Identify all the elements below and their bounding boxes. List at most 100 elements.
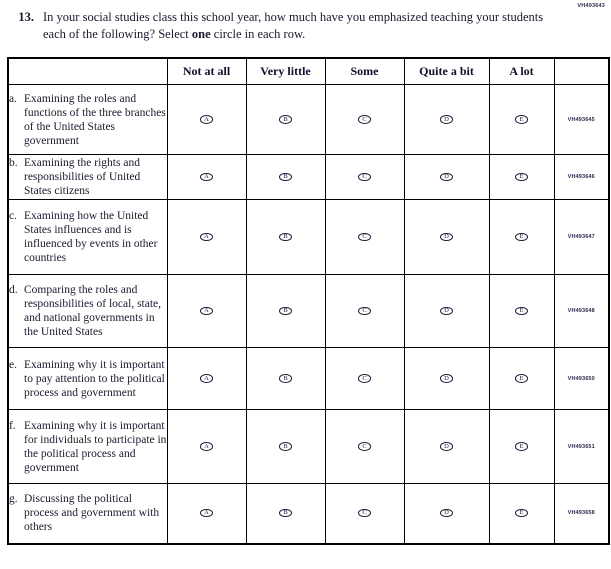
answer-bubble[interactable]: B xyxy=(279,374,292,383)
bubble-cell[interactable]: D xyxy=(403,154,490,200)
question-text: In your social studies class this school… xyxy=(43,9,548,42)
item-label: Examining why it is important for indivi… xyxy=(24,419,167,474)
bubble-letter: C xyxy=(362,374,367,382)
answer-bubble[interactable]: C xyxy=(358,306,371,315)
answer-bubble[interactable]: D xyxy=(440,115,453,124)
answer-bubble[interactable]: E xyxy=(515,442,528,451)
matrix-header: Not at all Very little Some Quite a bit … xyxy=(7,57,610,85)
answer-bubble[interactable]: D xyxy=(440,442,453,451)
item-letter: a. xyxy=(9,92,17,105)
bubble-cell[interactable]: C xyxy=(324,84,405,155)
bubble-cell[interactable]: A xyxy=(166,483,247,544)
bubble-cell[interactable]: E xyxy=(488,84,555,155)
bubble-letter: C xyxy=(362,509,367,517)
bubble-cell[interactable]: A xyxy=(166,347,247,410)
answer-bubble[interactable]: B xyxy=(279,172,292,181)
bubble-cell[interactable]: C xyxy=(324,409,405,484)
answer-bubble[interactable]: C xyxy=(358,172,371,181)
answer-bubble[interactable]: A xyxy=(200,115,213,124)
bubble-cell[interactable]: A xyxy=(166,84,247,155)
bubble-cell[interactable]: A xyxy=(166,409,247,484)
bubble-letter: C xyxy=(362,307,367,314)
bubble-cell[interactable]: C xyxy=(324,347,405,410)
bubble-cell[interactable]: E xyxy=(488,347,555,410)
item-inner: f. Examining why it is important for indi… xyxy=(9,419,167,475)
bubble-cell[interactable]: A xyxy=(166,199,247,275)
answer-bubble[interactable]: B xyxy=(279,232,292,241)
bubble-cell[interactable]: C xyxy=(324,199,405,275)
booklet-id: VH493643 xyxy=(577,3,605,9)
header-some: Some xyxy=(324,57,405,85)
answer-bubble[interactable]: A xyxy=(200,374,213,383)
bubble-cell[interactable]: B xyxy=(245,483,326,544)
bubble-letter: D xyxy=(444,173,449,180)
item-cell: b. Examining the rights and responsibilit… xyxy=(7,154,168,200)
answer-bubble[interactable]: C xyxy=(358,508,371,518)
bubble-letter: C xyxy=(362,233,367,240)
row-id: VH493645 xyxy=(553,84,610,155)
bubble-cell[interactable]: A xyxy=(166,154,247,200)
bubble-cell[interactable]: E xyxy=(488,483,555,544)
row-id: VH493658 xyxy=(553,483,610,544)
bubble-cell[interactable]: A xyxy=(166,274,247,348)
answer-bubble[interactable]: E xyxy=(515,306,528,315)
item-letter: e. xyxy=(9,358,17,371)
bubble-cell[interactable]: B xyxy=(245,84,326,155)
answer-bubble[interactable]: D xyxy=(440,172,453,181)
bubble-cell[interactable]: D xyxy=(403,409,490,484)
bubble-cell[interactable]: E xyxy=(488,154,555,200)
answer-bubble[interactable]: A xyxy=(200,306,213,315)
bubble-letter: E xyxy=(519,374,524,382)
bubble-cell[interactable]: D xyxy=(403,347,490,410)
bubble-cell[interactable]: E xyxy=(488,199,555,275)
answer-bubble[interactable]: C xyxy=(358,115,371,124)
answer-bubble[interactable]: A xyxy=(200,232,213,241)
answer-bubble[interactable]: A xyxy=(200,172,213,181)
item-label: Examining the roles and functions of the… xyxy=(24,92,166,147)
item-label: Comparing the roles and responsibilities… xyxy=(24,284,162,338)
bubble-cell[interactable]: E xyxy=(488,409,555,484)
bubble-cell[interactable]: D xyxy=(403,483,490,544)
item-cell: c. Examining how the United States influe… xyxy=(7,199,168,275)
bubble-letter: B xyxy=(283,233,288,240)
header-row: Not at all Very little Some Quite a bit … xyxy=(7,57,610,85)
bubble-letter: E xyxy=(519,233,524,240)
answer-bubble[interactable]: B xyxy=(279,508,292,518)
answer-bubble[interactable]: A xyxy=(200,442,213,451)
bubble-letter: E xyxy=(519,173,524,180)
bubble-cell[interactable]: D xyxy=(403,274,490,348)
bubble-cell[interactable]: B xyxy=(245,274,326,348)
bubble-cell[interactable]: C xyxy=(324,154,405,200)
table-row: d. Comparing the roles and responsibiliti… xyxy=(7,274,610,348)
bubble-cell[interactable]: D xyxy=(403,84,490,155)
bubble-cell[interactable]: C xyxy=(324,483,405,544)
answer-bubble[interactable]: D xyxy=(440,508,453,518)
answer-bubble[interactable]: D xyxy=(440,232,453,241)
answer-bubble[interactable]: B xyxy=(279,442,292,451)
header-not-at-all: Not at all xyxy=(166,57,247,85)
answer-bubble[interactable]: A xyxy=(200,508,213,518)
bubble-letter: B xyxy=(283,115,288,123)
answer-bubble[interactable]: E xyxy=(515,172,528,181)
bubble-cell[interactable]: B xyxy=(245,347,326,410)
bubble-cell[interactable]: B xyxy=(245,409,326,484)
bubble-cell[interactable]: C xyxy=(324,274,405,348)
answer-bubble[interactable]: C xyxy=(358,232,371,241)
answer-bubble[interactable]: C xyxy=(358,374,371,383)
answer-bubble[interactable]: D xyxy=(440,374,453,383)
bubble-cell[interactable]: B xyxy=(245,199,326,275)
bubble-cell[interactable]: B xyxy=(245,154,326,200)
question-text-part1: In your social studies class this school… xyxy=(43,10,544,41)
bubble-cell[interactable]: D xyxy=(403,199,490,275)
answer-bubble[interactable]: E xyxy=(515,508,528,518)
answer-bubble[interactable]: C xyxy=(358,442,371,451)
answer-bubble[interactable]: D xyxy=(440,306,453,315)
answer-bubble[interactable]: E xyxy=(515,374,528,383)
item-inner: a. Examining the roles and functions of t… xyxy=(9,92,167,148)
answer-bubble[interactable]: B xyxy=(279,306,292,315)
answer-bubble[interactable]: E xyxy=(515,115,528,124)
answer-bubble[interactable]: B xyxy=(279,115,292,124)
bubble-cell[interactable]: E xyxy=(488,274,555,348)
header-id-blank xyxy=(553,57,610,85)
answer-bubble[interactable]: E xyxy=(515,232,528,241)
